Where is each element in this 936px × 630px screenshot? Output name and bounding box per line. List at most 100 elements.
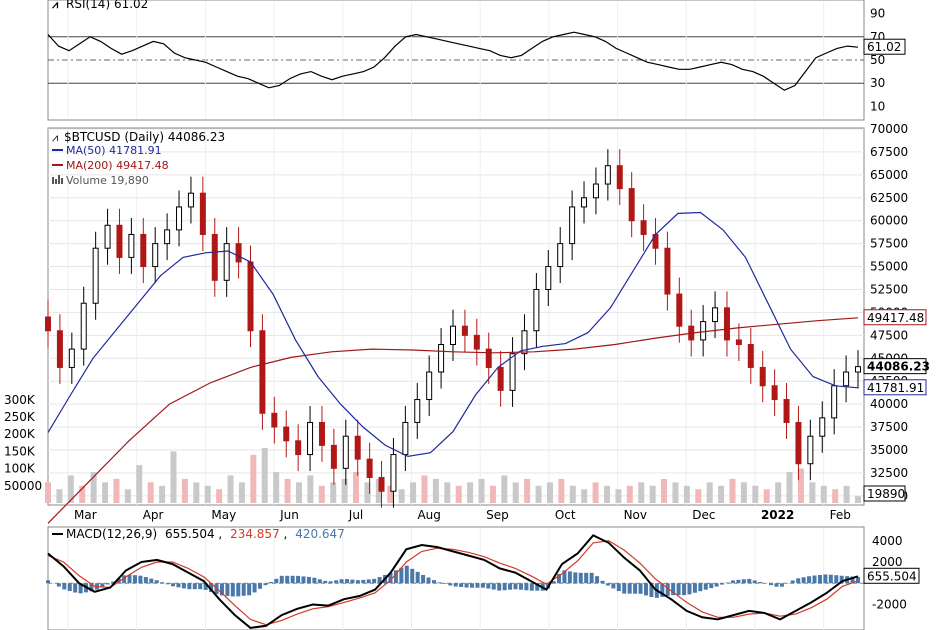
- candle-body: [581, 197, 588, 208]
- candle-body: [283, 426, 290, 442]
- candle-body: [473, 334, 480, 350]
- macd-hist-bar: [192, 583, 197, 590]
- macd-hist-bar: [366, 579, 371, 584]
- volume-bar: [695, 489, 702, 503]
- macd-hist-bar: [388, 572, 393, 584]
- macd-hist-bar: [263, 583, 268, 586]
- macd-hist-bar: [442, 583, 447, 584]
- candle-body: [211, 233, 218, 281]
- macd-hist-bar: [600, 580, 605, 584]
- volume-bar: [535, 485, 542, 503]
- macd-hist-bar: [856, 576, 860, 584]
- candle-body: [521, 330, 528, 355]
- macd-hist-bar: [817, 574, 822, 584]
- candle-body: [271, 412, 278, 428]
- macd-hist-bar: [252, 583, 257, 593]
- volume-bar: [90, 472, 97, 503]
- macd-hist-bar: [421, 574, 426, 584]
- ma50-last-tag-text: 41781.91: [867, 381, 924, 395]
- volume-bar: [159, 485, 166, 503]
- x-tick-label: Mar: [74, 508, 97, 522]
- macd-hist-bar: [344, 579, 349, 584]
- macd-hist-bar: [459, 583, 464, 588]
- macd-hist-bar: [437, 582, 442, 584]
- candle-body: [92, 247, 99, 304]
- candle-body: [140, 233, 147, 268]
- rsi-line: [47, 31, 859, 91]
- macd-hist-bar: [274, 578, 279, 584]
- volume-bar: [284, 478, 291, 503]
- candle-body: [187, 192, 194, 208]
- macd-hist-bar: [551, 581, 556, 584]
- volume-bar: [752, 485, 759, 503]
- macd-hist-bar: [160, 582, 165, 584]
- candle-body: [676, 293, 683, 327]
- macd-hist-bar: [736, 579, 741, 584]
- volume-bar: [626, 485, 633, 503]
- macd-hist-bar: [828, 574, 833, 584]
- volume-bar: [410, 482, 417, 503]
- volume-bar: [341, 478, 348, 503]
- candle-body: [354, 435, 361, 460]
- macd-hist-bar: [567, 571, 572, 584]
- macd-legend-name: MACD(12,26,9): [66, 527, 157, 541]
- macd-hist-bar: [56, 583, 61, 587]
- ma200-last-tag: 49417.48: [863, 309, 927, 326]
- macd-hist-bar: [605, 583, 610, 586]
- volume-bar: [261, 447, 268, 503]
- macd-legend-sep1: ,: [218, 527, 222, 541]
- macd-hist-bar: [225, 583, 230, 596]
- candle-body: [45, 316, 51, 332]
- volume-bar: [227, 475, 234, 503]
- volume-bar: [501, 475, 508, 503]
- candle-body: [461, 325, 468, 336]
- macd-hist-bar: [230, 583, 235, 597]
- macd-hist-bar: [453, 583, 458, 587]
- macd-hist-bar: [198, 583, 203, 590]
- volume-bar: [318, 485, 325, 503]
- volume-bar: [478, 478, 485, 503]
- macd-hist-bar: [258, 583, 263, 589]
- price-tick-label: 37500: [870, 420, 908, 434]
- macd-hist-bar: [236, 583, 241, 597]
- macd-hist-bar: [518, 583, 523, 590]
- rsi-tags: 61.02: [863, 38, 906, 55]
- macd-hist-bar: [361, 579, 366, 584]
- x-axis: Mar Apr May Jun Jul Aug Sep Oct Nov Dec 2022 Feb: [74, 508, 851, 522]
- price-panel: 70000 67500 65000 62500 60000 57500 55000 52500…: [4, 122, 930, 524]
- macd-hist-bar: [508, 583, 513, 590]
- volume-bar: [45, 482, 51, 503]
- macd-hist-bar: [801, 577, 806, 584]
- x-tick-label: Jun: [279, 508, 299, 522]
- macd-hist-bar: [616, 583, 621, 592]
- candle-body: [307, 421, 314, 456]
- price-legend-icon: ⩘: [52, 131, 58, 144]
- candle-body: [604, 165, 611, 185]
- volume-bar: [79, 485, 86, 503]
- macd-hist-bar: [399, 567, 404, 584]
- macd-hist-bar: [692, 583, 697, 593]
- ma200-last-tag-text: 49417.48: [867, 311, 924, 325]
- macd-hist-bar: [470, 583, 475, 588]
- volume-bar: [592, 482, 599, 503]
- candle-body: [569, 206, 576, 245]
- rsi-tick-label: 30: [870, 76, 885, 90]
- volume-bar: [512, 482, 519, 503]
- price-tick-label: 70000: [870, 122, 908, 136]
- macd-hist-bar: [595, 576, 600, 584]
- macd-hist-bar: [296, 575, 301, 584]
- ma200-line: [47, 317, 859, 524]
- candle-body: [295, 440, 302, 456]
- macd-hist-bar: [404, 565, 409, 584]
- volume-bar: [581, 489, 588, 503]
- volume-bar: [786, 472, 793, 503]
- macd-hist-bar: [73, 583, 78, 593]
- x-tick-label: Oct: [555, 508, 576, 522]
- macd-hist-bar: [627, 583, 632, 594]
- volume-bar: [398, 489, 405, 503]
- volume-bar: [672, 482, 679, 503]
- macd-histogram: [46, 565, 860, 598]
- candle-body: [771, 385, 778, 401]
- volume-bar: [489, 485, 496, 503]
- volume-bar: [809, 482, 816, 503]
